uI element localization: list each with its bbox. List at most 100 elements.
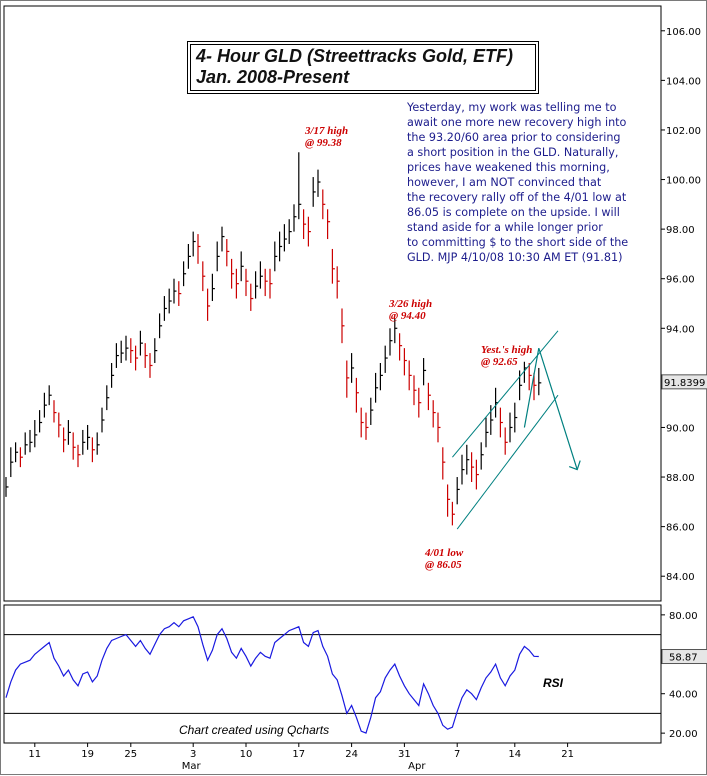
price-bar (216, 241, 220, 272)
price-y-tick-label: 94.00 (666, 324, 695, 335)
x-tick-label: 17 (292, 749, 305, 760)
price-bar (312, 177, 316, 207)
x-month-label: Mar (182, 761, 202, 772)
price-bar (365, 412, 369, 440)
price-bar (533, 372, 537, 401)
price-bar (154, 338, 158, 363)
price-bar (283, 224, 287, 252)
price-bar (149, 353, 153, 378)
annotation-3-17-high: 3/17 high @ 99.38 (305, 125, 349, 149)
x-tick-label: 21 (561, 749, 574, 760)
price-bar (159, 313, 163, 339)
projection-arrow-head (568, 460, 581, 471)
projection-arrow-line (523, 347, 578, 470)
x-tick-label: 3 (190, 749, 196, 760)
price-bar (183, 261, 187, 287)
price-y-tick-label: 100.00 (666, 176, 701, 187)
price-bar (58, 412, 62, 438)
price-bar (10, 447, 14, 478)
price-bar (130, 338, 134, 363)
price-bar (163, 296, 167, 321)
price-bar (62, 427, 67, 453)
price-bar (514, 402, 518, 433)
price-bar (38, 410, 43, 433)
price-bar (413, 375, 417, 406)
rsi-y-tick-label: 40.00 (669, 690, 698, 701)
price-y-tick-label: 102.00 (666, 126, 701, 137)
price-y-tick-label: 96.00 (666, 275, 695, 286)
price-bar (423, 358, 427, 386)
price-bar (360, 407, 364, 438)
price-bar (125, 335, 129, 361)
price-bar (355, 377, 359, 413)
price-bar (226, 239, 230, 267)
price-bar (427, 382, 431, 411)
price-bar (351, 353, 355, 383)
price-bar (255, 271, 259, 299)
price-bar (322, 189, 326, 220)
price-bar (327, 209, 331, 240)
rsi-y-tick-label: 20.00 (669, 729, 698, 740)
x-tick-label: 14 (508, 749, 521, 760)
price-bar (173, 278, 177, 304)
price-bar (48, 385, 52, 406)
price-bar (442, 447, 446, 480)
price-bar (408, 360, 412, 391)
price-y-tick-label: 88.00 (666, 473, 695, 484)
rsi-y-tick-label: 80.00 (669, 611, 698, 622)
price-bar (34, 420, 38, 448)
rsi-last-value-label: 58.87 (669, 653, 698, 664)
annotation-4-01-low: 4/01 low @ 86.05 (425, 547, 464, 571)
price-bar (96, 432, 100, 455)
price-bar (192, 231, 196, 257)
price-bar (303, 209, 307, 240)
price-bar (168, 288, 172, 314)
price-bar (379, 363, 383, 391)
price-bar (106, 385, 110, 411)
price-bar (211, 273, 215, 302)
x-tick-label: 19 (81, 749, 94, 760)
price-bar (480, 442, 484, 470)
x-tick-label: 10 (240, 749, 253, 760)
price-y-tick-label: 86.00 (666, 523, 695, 534)
price-bar (235, 268, 239, 299)
price-bar (298, 152, 302, 220)
price-bar (518, 370, 523, 401)
price-bar (375, 372, 379, 403)
price-bar (135, 345, 139, 371)
price-bar (24, 432, 28, 455)
price-bar (139, 330, 143, 356)
last-price-label: 91.8399 (664, 378, 705, 389)
rsi-panel-border (3, 604, 662, 744)
price-bar (245, 268, 249, 297)
price-bar (91, 437, 95, 463)
price-bar (202, 261, 206, 292)
price-bar (307, 216, 311, 247)
price-bar (288, 219, 292, 244)
x-month-label: Apr (408, 761, 426, 772)
price-bar (466, 444, 470, 475)
price-bar (115, 343, 119, 368)
x-tick-label: 7 (454, 749, 460, 760)
price-bar (447, 484, 451, 517)
price-bar (19, 447, 23, 468)
price-bar (403, 348, 407, 376)
price-bar (269, 268, 273, 299)
price-bar (293, 204, 297, 232)
price-y-tick-label: 104.00 (666, 76, 701, 87)
price-bar (231, 258, 235, 289)
price-bar (5, 477, 9, 497)
price-bar (475, 459, 479, 490)
price-bar (43, 392, 47, 418)
price-y-tick-label: 98.00 (666, 225, 695, 236)
annotation-yesterday-high: Yest.'s high @ 92.65 (481, 344, 533, 368)
x-tick-label: 11 (28, 749, 41, 760)
price-bar (178, 281, 182, 306)
price-bar (144, 343, 148, 368)
price-bar (437, 412, 441, 443)
price-bar (538, 367, 542, 396)
price-bar (72, 432, 76, 460)
price-bar (264, 268, 268, 297)
